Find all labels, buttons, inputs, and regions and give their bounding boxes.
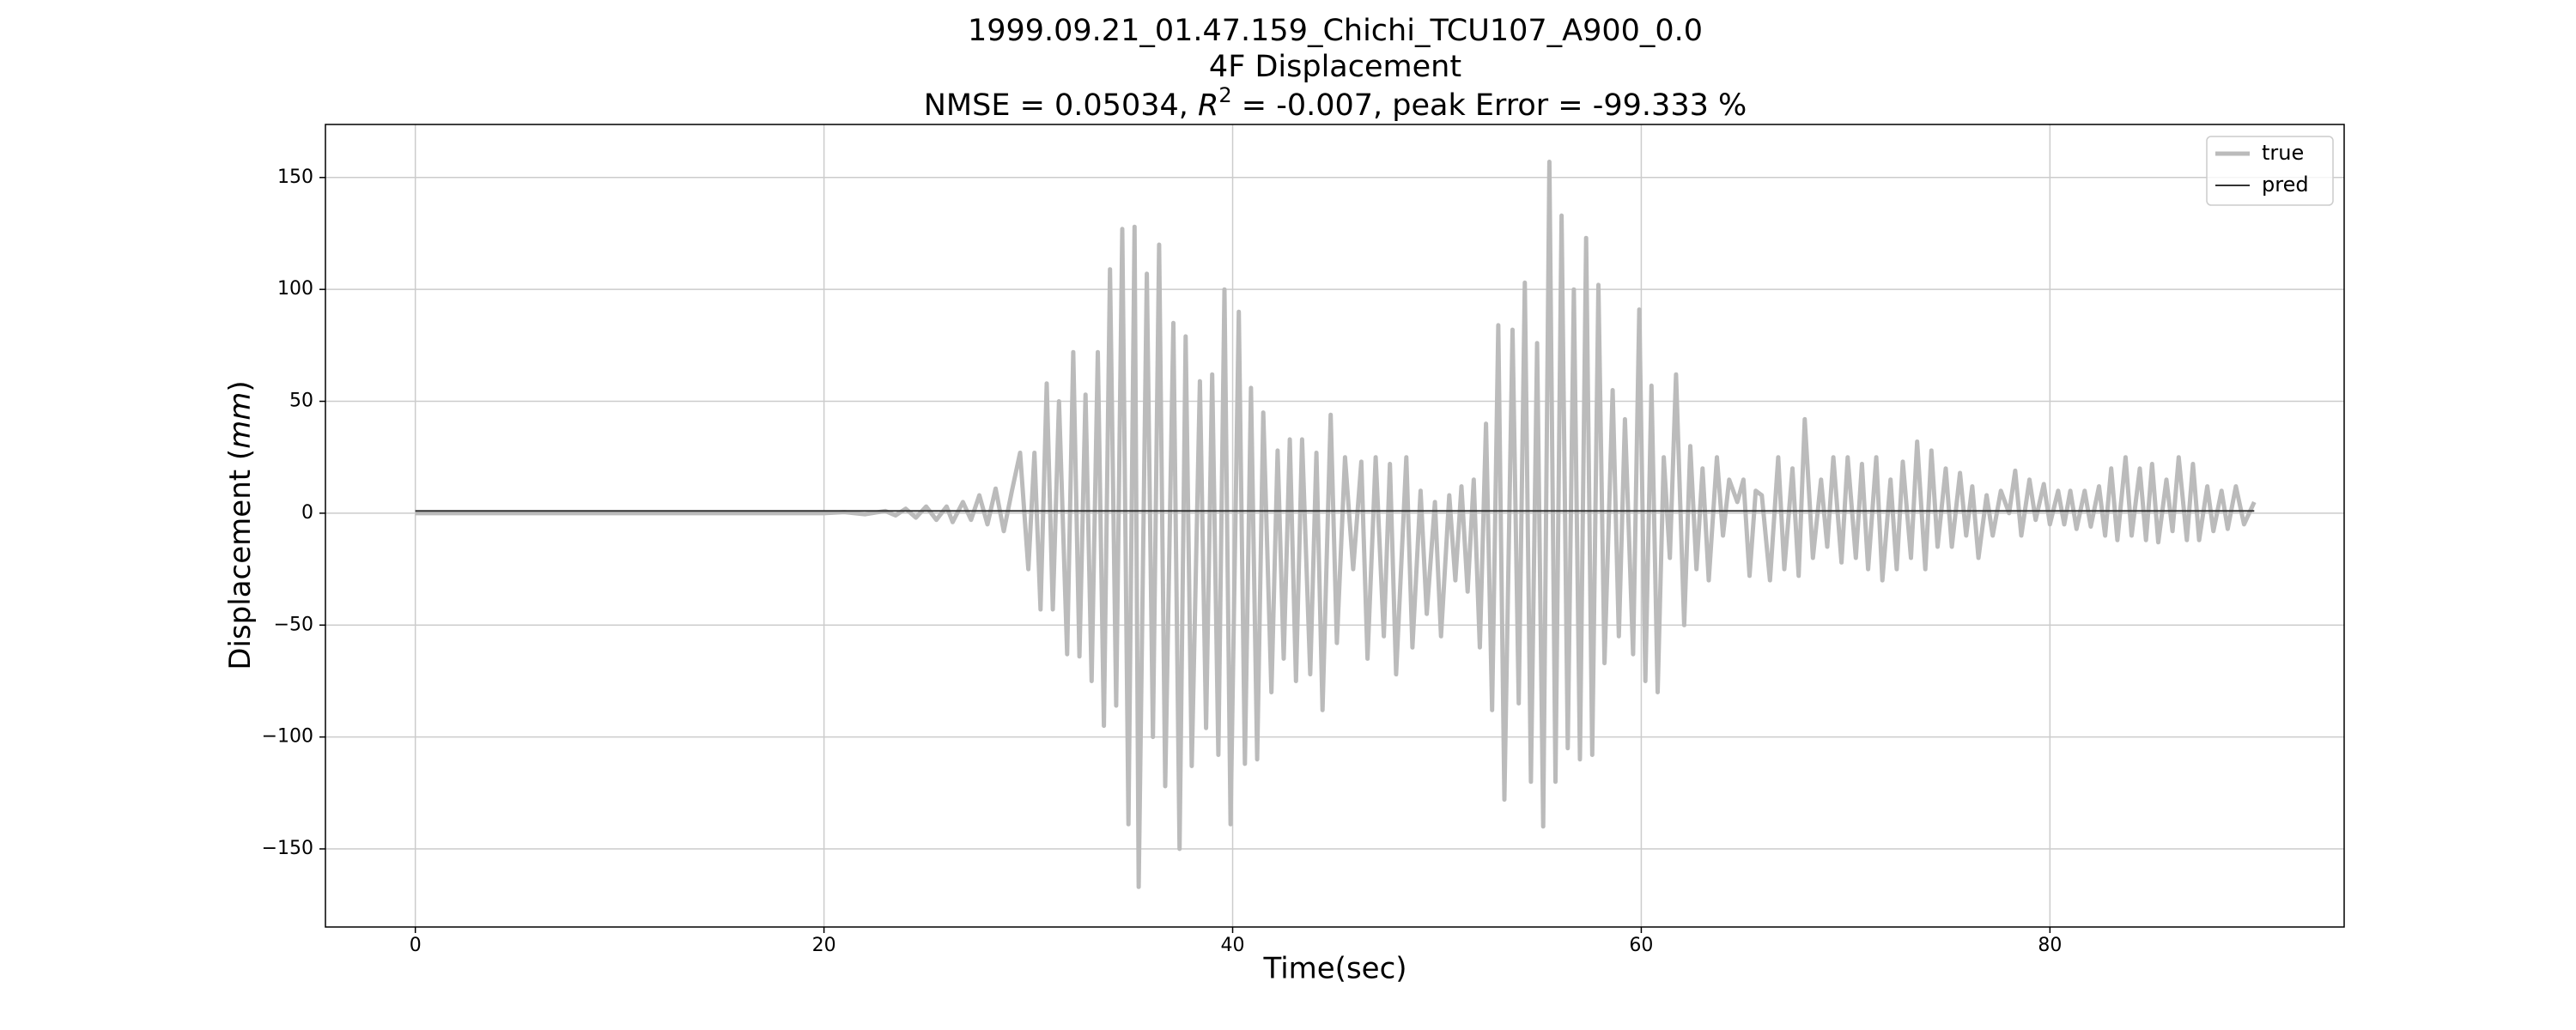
x-tick-label: 0 (410, 935, 422, 956)
x-tick-label: 20 (812, 935, 836, 956)
metrics-text: NMSE = 0.05034, (924, 88, 1198, 123)
y-tick-label: 100 (277, 278, 313, 300)
y-tick-label: −150 (262, 838, 313, 859)
x-tick-label: 40 (1221, 935, 1245, 956)
y-label-unit: mm (223, 392, 258, 449)
metrics-exponent: 2 (1218, 83, 1231, 107)
legend-label: pred (2262, 173, 2309, 197)
series-line (415, 160, 2257, 889)
y-tick-label: −100 (262, 726, 313, 748)
y-tick-label: 50 (289, 391, 313, 412)
y-tick-label: −50 (274, 614, 313, 635)
metrics-text: = -0.007, peak Error = -99.333 % (1232, 88, 1747, 123)
y-label-text: Displacement ( (223, 449, 258, 670)
y-tick-label: 150 (277, 167, 313, 188)
x-tick-label: 60 (1629, 935, 1653, 956)
x-axis-label: Time(sec) (1262, 952, 1406, 986)
y-axis-label: Displacement (mm) (223, 380, 258, 670)
y-label-text: ) (223, 380, 258, 391)
chart-title: 1999.09.21_01.47.159_Chichi_TCU107_A900_… (968, 14, 1703, 48)
metrics: NMSE = 0.05034, R2 = -0.007, peak Error … (924, 83, 1747, 123)
chart-subtitle: 4F Displacement (1209, 50, 1461, 84)
y-tick-label: 0 (301, 502, 313, 524)
x-tick-label: 80 (2038, 935, 2062, 956)
metrics-symbol: R (1198, 88, 1218, 123)
plot-frame (325, 124, 2345, 928)
legend-label: true (2262, 141, 2304, 165)
